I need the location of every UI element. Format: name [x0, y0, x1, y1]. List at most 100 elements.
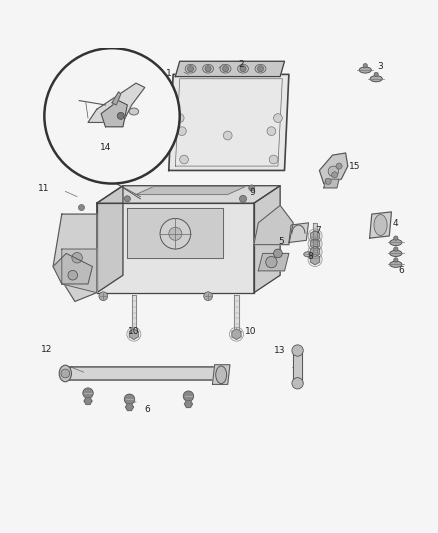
Ellipse shape: [185, 64, 196, 73]
Circle shape: [363, 63, 367, 68]
Circle shape: [394, 247, 398, 251]
Ellipse shape: [237, 64, 248, 73]
Polygon shape: [293, 351, 302, 383]
Circle shape: [240, 66, 246, 72]
Circle shape: [83, 388, 93, 398]
Polygon shape: [289, 223, 308, 243]
Polygon shape: [184, 401, 192, 407]
Ellipse shape: [255, 64, 266, 73]
Circle shape: [183, 391, 194, 401]
Text: 7: 7: [315, 226, 321, 235]
Polygon shape: [311, 254, 320, 265]
Polygon shape: [84, 398, 92, 405]
Circle shape: [180, 155, 188, 164]
Text: 10: 10: [245, 327, 257, 336]
Polygon shape: [313, 231, 317, 244]
Ellipse shape: [203, 64, 214, 73]
Circle shape: [160, 219, 191, 249]
Circle shape: [274, 114, 283, 123]
Circle shape: [249, 185, 255, 191]
Ellipse shape: [359, 67, 371, 73]
Ellipse shape: [59, 365, 71, 382]
Polygon shape: [97, 185, 123, 293]
Text: 10: 10: [128, 327, 140, 336]
Circle shape: [394, 258, 398, 262]
Polygon shape: [62, 249, 97, 293]
Ellipse shape: [370, 76, 382, 82]
Text: 8: 8: [308, 252, 314, 261]
Text: 6: 6: [145, 405, 150, 414]
Polygon shape: [136, 187, 245, 195]
Polygon shape: [254, 185, 280, 293]
Circle shape: [117, 112, 124, 119]
Polygon shape: [311, 231, 320, 241]
Polygon shape: [258, 253, 289, 271]
Circle shape: [124, 196, 131, 202]
Polygon shape: [126, 403, 134, 410]
Polygon shape: [324, 179, 339, 188]
Ellipse shape: [390, 251, 402, 256]
Ellipse shape: [216, 366, 226, 384]
Polygon shape: [97, 203, 254, 293]
Circle shape: [292, 377, 303, 389]
Polygon shape: [169, 75, 289, 171]
Circle shape: [258, 66, 264, 72]
Circle shape: [274, 249, 283, 258]
Circle shape: [394, 236, 398, 240]
Polygon shape: [370, 212, 392, 238]
Circle shape: [292, 345, 303, 356]
Circle shape: [177, 127, 186, 135]
Circle shape: [44, 48, 180, 183]
Polygon shape: [175, 61, 285, 77]
Ellipse shape: [390, 261, 402, 268]
Polygon shape: [232, 329, 241, 340]
Text: 6: 6: [398, 266, 404, 276]
Text: 5: 5: [279, 237, 284, 246]
Polygon shape: [313, 246, 317, 260]
Circle shape: [204, 292, 212, 301]
Text: 12: 12: [41, 345, 52, 354]
Text: 4: 4: [393, 219, 399, 228]
Ellipse shape: [374, 215, 387, 236]
Polygon shape: [132, 295, 136, 334]
Circle shape: [267, 127, 276, 135]
Circle shape: [374, 72, 378, 77]
Circle shape: [99, 292, 108, 301]
Polygon shape: [313, 223, 317, 236]
Polygon shape: [254, 205, 293, 245]
Text: 13: 13: [274, 346, 286, 355]
Polygon shape: [313, 239, 317, 252]
Circle shape: [175, 114, 184, 123]
Polygon shape: [212, 365, 230, 384]
Circle shape: [325, 179, 331, 184]
Polygon shape: [234, 295, 239, 334]
Ellipse shape: [390, 239, 402, 246]
Circle shape: [328, 166, 339, 176]
Circle shape: [240, 195, 247, 203]
Text: 11: 11: [38, 184, 49, 193]
Polygon shape: [53, 253, 92, 284]
Circle shape: [336, 163, 342, 169]
Polygon shape: [112, 92, 121, 105]
Polygon shape: [311, 239, 320, 249]
Polygon shape: [101, 101, 127, 127]
Circle shape: [332, 172, 338, 178]
Polygon shape: [88, 83, 145, 123]
Polygon shape: [129, 329, 138, 340]
Polygon shape: [127, 207, 223, 258]
Text: 15: 15: [349, 163, 360, 172]
Text: 14: 14: [100, 143, 111, 152]
Polygon shape: [64, 367, 223, 380]
Polygon shape: [311, 246, 320, 257]
Text: 3: 3: [377, 62, 383, 71]
Ellipse shape: [220, 64, 231, 73]
Circle shape: [269, 155, 278, 164]
Circle shape: [223, 131, 232, 140]
Circle shape: [266, 256, 277, 268]
Polygon shape: [53, 214, 97, 302]
Ellipse shape: [129, 108, 139, 115]
Ellipse shape: [304, 252, 313, 257]
Polygon shape: [97, 185, 280, 203]
Text: 1: 1: [166, 69, 172, 78]
Circle shape: [68, 270, 78, 280]
